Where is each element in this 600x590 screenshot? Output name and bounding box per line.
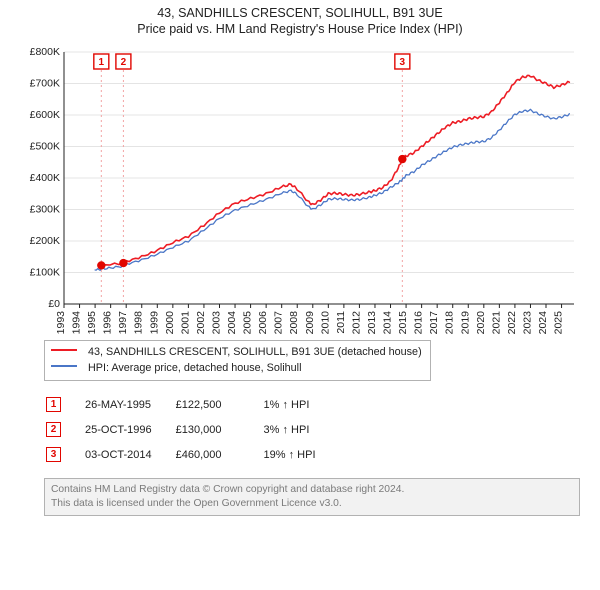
sale-pct-hpi: 3% ↑ HPI	[264, 418, 328, 441]
y-tick-label: £100K	[30, 267, 60, 279]
x-tick-label: 2023	[521, 311, 533, 335]
x-tick-label: 1994	[71, 311, 83, 335]
x-tick-label: 2022	[506, 311, 518, 335]
legend-swatch-hpi	[51, 365, 77, 367]
x-tick-label: 2017	[428, 311, 440, 335]
x-tick-label: 2025	[553, 311, 565, 335]
x-tick-label: 2010	[319, 311, 331, 335]
x-tick-label: 2024	[537, 311, 549, 335]
y-tick-label: £500K	[30, 141, 60, 153]
page: 43, SANDHILLS CRESCENT, SOLIHULL, B91 3U…	[0, 0, 600, 590]
sale-amount: £130,000	[166, 418, 262, 441]
x-tick-label: 2019	[459, 311, 471, 335]
y-tick-label: £0	[48, 298, 60, 310]
table-row: 1 26-MAY-1995£122,5001% ↑ HPI	[46, 393, 328, 416]
x-tick-label: 1998	[133, 311, 145, 335]
x-tick-label: 1995	[86, 311, 98, 335]
y-tick-label: £300K	[30, 204, 60, 216]
title-address: 43, SANDHILLS CRESCENT, SOLIHULL, B91 3U…	[157, 6, 443, 20]
table-row: 2 25-OCT-1996£130,0003% ↑ HPI	[46, 418, 328, 441]
sale-dot	[398, 155, 406, 163]
x-tick-label: 2018	[444, 311, 456, 335]
sale-dot	[97, 261, 105, 269]
y-tick-label: £700K	[30, 78, 60, 90]
sale-marker-box: 1	[46, 397, 61, 412]
title-subtitle: Price paid vs. HM Land Registry's House …	[137, 22, 462, 36]
x-tick-label: 2021	[490, 311, 502, 335]
x-tick-label: 2002	[195, 311, 207, 335]
footer-line1: Contains HM Land Registry data © Crown c…	[51, 483, 573, 497]
legend-row-price-paid: 43, SANDHILLS CRESCENT, SOLIHULL, B91 3U…	[51, 345, 422, 361]
sale-marker-box: 2	[46, 422, 61, 437]
price-chart: £0 £100K £200K £300K £400K £500K £600K £700K £80…	[26, 46, 574, 336]
x-tick-label: 2004	[226, 311, 238, 335]
sale-dot	[119, 259, 127, 267]
x-tick-label: 2015	[397, 311, 409, 335]
svg-text:2: 2	[121, 57, 127, 68]
x-tick-label: 2000	[164, 311, 176, 335]
x-tick-label: 1997	[117, 311, 129, 335]
x-tick-label: 2014	[382, 311, 394, 335]
y-tick-label: £200K	[30, 235, 60, 247]
x-tick-label: 2007	[273, 311, 285, 335]
x-tick-label: 2008	[288, 311, 300, 335]
sale-date: 26-MAY-1995	[85, 393, 164, 416]
sale-pct-hpi: 19% ↑ HPI	[264, 443, 328, 466]
x-tick-label: 1996	[102, 311, 114, 335]
legend-label-hpi: HPI: Average price, detached house, Soli…	[88, 362, 301, 374]
sale-amount: £460,000	[166, 443, 262, 466]
x-tick-label: 1999	[148, 311, 160, 335]
sale-date: 25-OCT-1996	[85, 418, 164, 441]
sale-amount: £122,500	[166, 393, 262, 416]
legend-row-hpi: HPI: Average price, detached house, Soli…	[51, 361, 422, 377]
legend-label-price-paid: 43, SANDHILLS CRESCENT, SOLIHULL, B91 3U…	[88, 346, 422, 358]
table-row: 3 03-OCT-2014£460,00019% ↑ HPI	[46, 443, 328, 466]
sale-pct-hpi: 1% ↑ HPI	[264, 393, 328, 416]
x-tick-label: 2005	[242, 311, 254, 335]
svg-text:1: 1	[99, 57, 105, 68]
legend-swatch-price-paid	[51, 349, 77, 351]
sale-date: 03-OCT-2014	[85, 443, 164, 466]
y-tick-label: £400K	[30, 172, 60, 184]
x-tick-label: 2006	[257, 311, 269, 335]
y-tick-label: £800K	[30, 46, 60, 58]
y-tick-label: £600K	[30, 109, 60, 121]
x-tick-label: 2003	[210, 311, 222, 335]
x-tick-label: 2012	[350, 311, 362, 335]
svg-text:3: 3	[400, 57, 406, 68]
x-tick-label: 2009	[304, 311, 316, 335]
x-tick-label: 2011	[335, 311, 347, 334]
x-tick-label: 2001	[179, 311, 191, 335]
footer-line2: This data is licensed under the Open Gov…	[51, 497, 573, 511]
footer-attribution: Contains HM Land Registry data © Crown c…	[44, 478, 580, 516]
x-tick-label: 2013	[366, 311, 378, 335]
sale-marker-box: 3	[46, 447, 61, 462]
x-tick-label: 2020	[475, 311, 487, 335]
sales-table: 1 26-MAY-1995£122,5001% ↑ HPI 2 25-OCT-1996…	[44, 391, 330, 468]
legend: 43, SANDHILLS CRESCENT, SOLIHULL, B91 3U…	[44, 340, 431, 381]
x-tick-label: 2016	[413, 311, 425, 335]
x-tick-label: 1993	[55, 311, 67, 335]
